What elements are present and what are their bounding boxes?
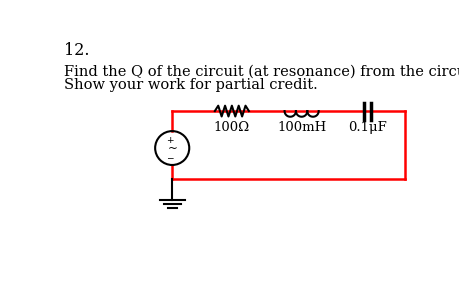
Text: 100mH: 100mH: [276, 121, 325, 134]
Text: 100Ω: 100Ω: [213, 121, 249, 134]
Text: ~: ~: [167, 142, 177, 155]
Text: Show your work for partial credit.: Show your work for partial credit.: [63, 78, 317, 92]
Text: 0.1μF: 0.1μF: [347, 121, 386, 134]
Text: 12.: 12.: [63, 42, 89, 59]
Text: +: +: [166, 136, 173, 145]
Text: Find the Q of the circuit (at resonance) from the circuit below.: Find the Q of the circuit (at resonance)…: [63, 65, 459, 79]
Text: −: −: [166, 153, 173, 162]
